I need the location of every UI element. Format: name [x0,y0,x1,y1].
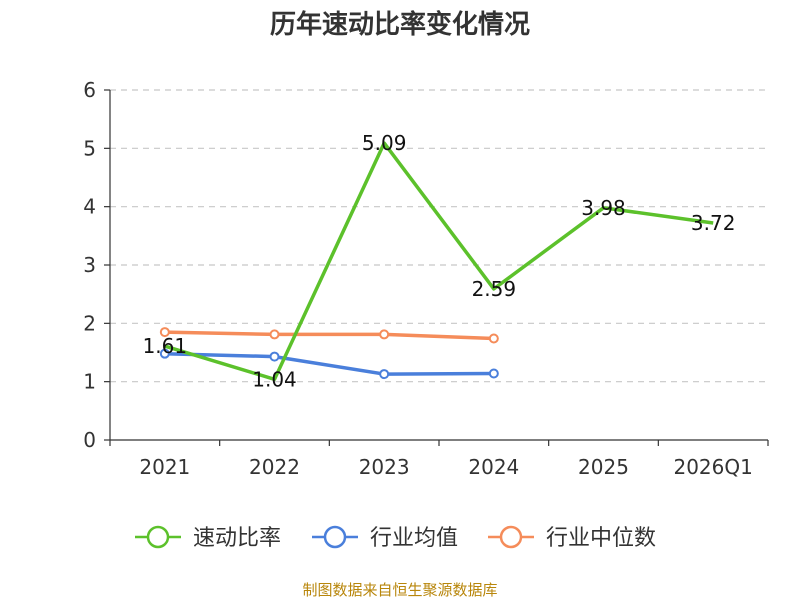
y-tick-label-1: 1 [83,370,96,394]
data-label-2024: 2.59 [472,277,517,301]
legend: 速动比率 行业均值 行业中位数 [135,525,656,551]
point-s2-2021 [159,327,170,338]
point-s2-2022 [269,329,280,340]
point-s1-2021 [159,348,170,359]
legend-marker-1 [323,525,347,549]
point-s1-2023 [379,369,390,380]
data-label-2021: 1.61 [143,334,188,358]
x-tick-label-2024: 2024 [468,455,519,479]
source-text: 制图数据来自恒生聚源数据库 [302,581,497,599]
data-label-2022: 1.04 [252,367,297,391]
data-label-2025: 3.98 [581,196,626,220]
series-line-2 [164,330,494,341]
y-tick-label-6: 6 [83,78,96,102]
series-line-0 [164,141,714,382]
x-tick-label-2021: 2021 [139,455,190,479]
series-layer [159,141,714,382]
data-label-2023: 5.09 [362,131,407,155]
legend-label-0: 速动比率 [193,526,281,551]
chart-title: 历年速动比率变化情况 [270,9,530,40]
y-tick-label-0: 0 [83,428,96,452]
y-tick-label-3: 3 [83,253,96,277]
axes: 0 1 2 3 4 5 6 2021 2022 2023 2024 2025 2026Q1 [83,78,769,479]
data-labels: 1.61 1.04 5.09 2.59 3.98 3.72 [143,131,736,391]
legend-label-1: 行业均值 [370,526,458,551]
y-tick-label-5: 5 [83,136,96,160]
legend-marker-0 [146,525,170,549]
point-s2-2023 [379,329,390,340]
point-s1-2024 [488,368,499,379]
x-tick-label-2023: 2023 [359,455,410,479]
point-s2-2024 [488,333,499,344]
legend-marker-2 [499,525,523,549]
legend-label-2: 行业中位数 [546,526,656,551]
x-tick-label-2025: 2025 [578,455,629,479]
x-tick-label-2022: 2022 [249,455,300,479]
y-tick-label-4: 4 [83,195,96,219]
series-line-1 [164,351,494,376]
x-tick-label-2026q1: 2026Q1 [673,455,752,479]
y-tick-label-2: 2 [83,311,96,335]
data-label-2026q1: 3.72 [691,211,736,235]
point-s1-2022 [269,351,280,362]
